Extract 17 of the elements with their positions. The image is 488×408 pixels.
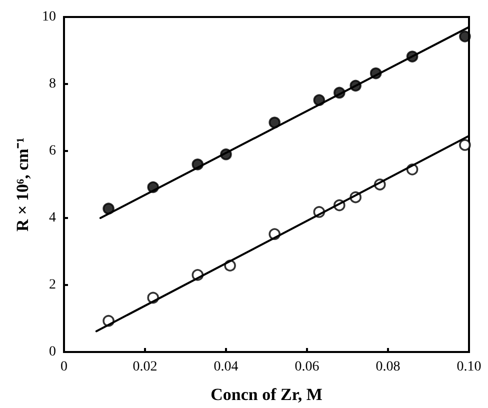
x-axis-title: Concn of Zr, M (210, 385, 322, 404)
y-tick-label: 4 (49, 210, 56, 226)
x-tick-label: 0.04 (214, 360, 238, 374)
x-tick-label: 0.06 (294, 360, 320, 374)
x-tick-label: 0.02 (132, 360, 158, 374)
y-tick-label: 2 (49, 278, 56, 292)
y-tick-label: 0 (49, 344, 56, 360)
y-axis-title: R × 10⁶, cm⁻¹ (13, 138, 32, 232)
y-tick-label: 6 (49, 144, 56, 158)
y-tick-label: 8 (49, 76, 56, 92)
x-tick-label: 0.08 (376, 360, 400, 374)
x-tick-label: 0.10 (456, 360, 482, 374)
point (459, 30, 471, 42)
y-tick-label: 10 (42, 10, 56, 24)
point (459, 139, 471, 151)
x-tick-label: 0 (60, 360, 68, 374)
point (102, 202, 114, 215)
